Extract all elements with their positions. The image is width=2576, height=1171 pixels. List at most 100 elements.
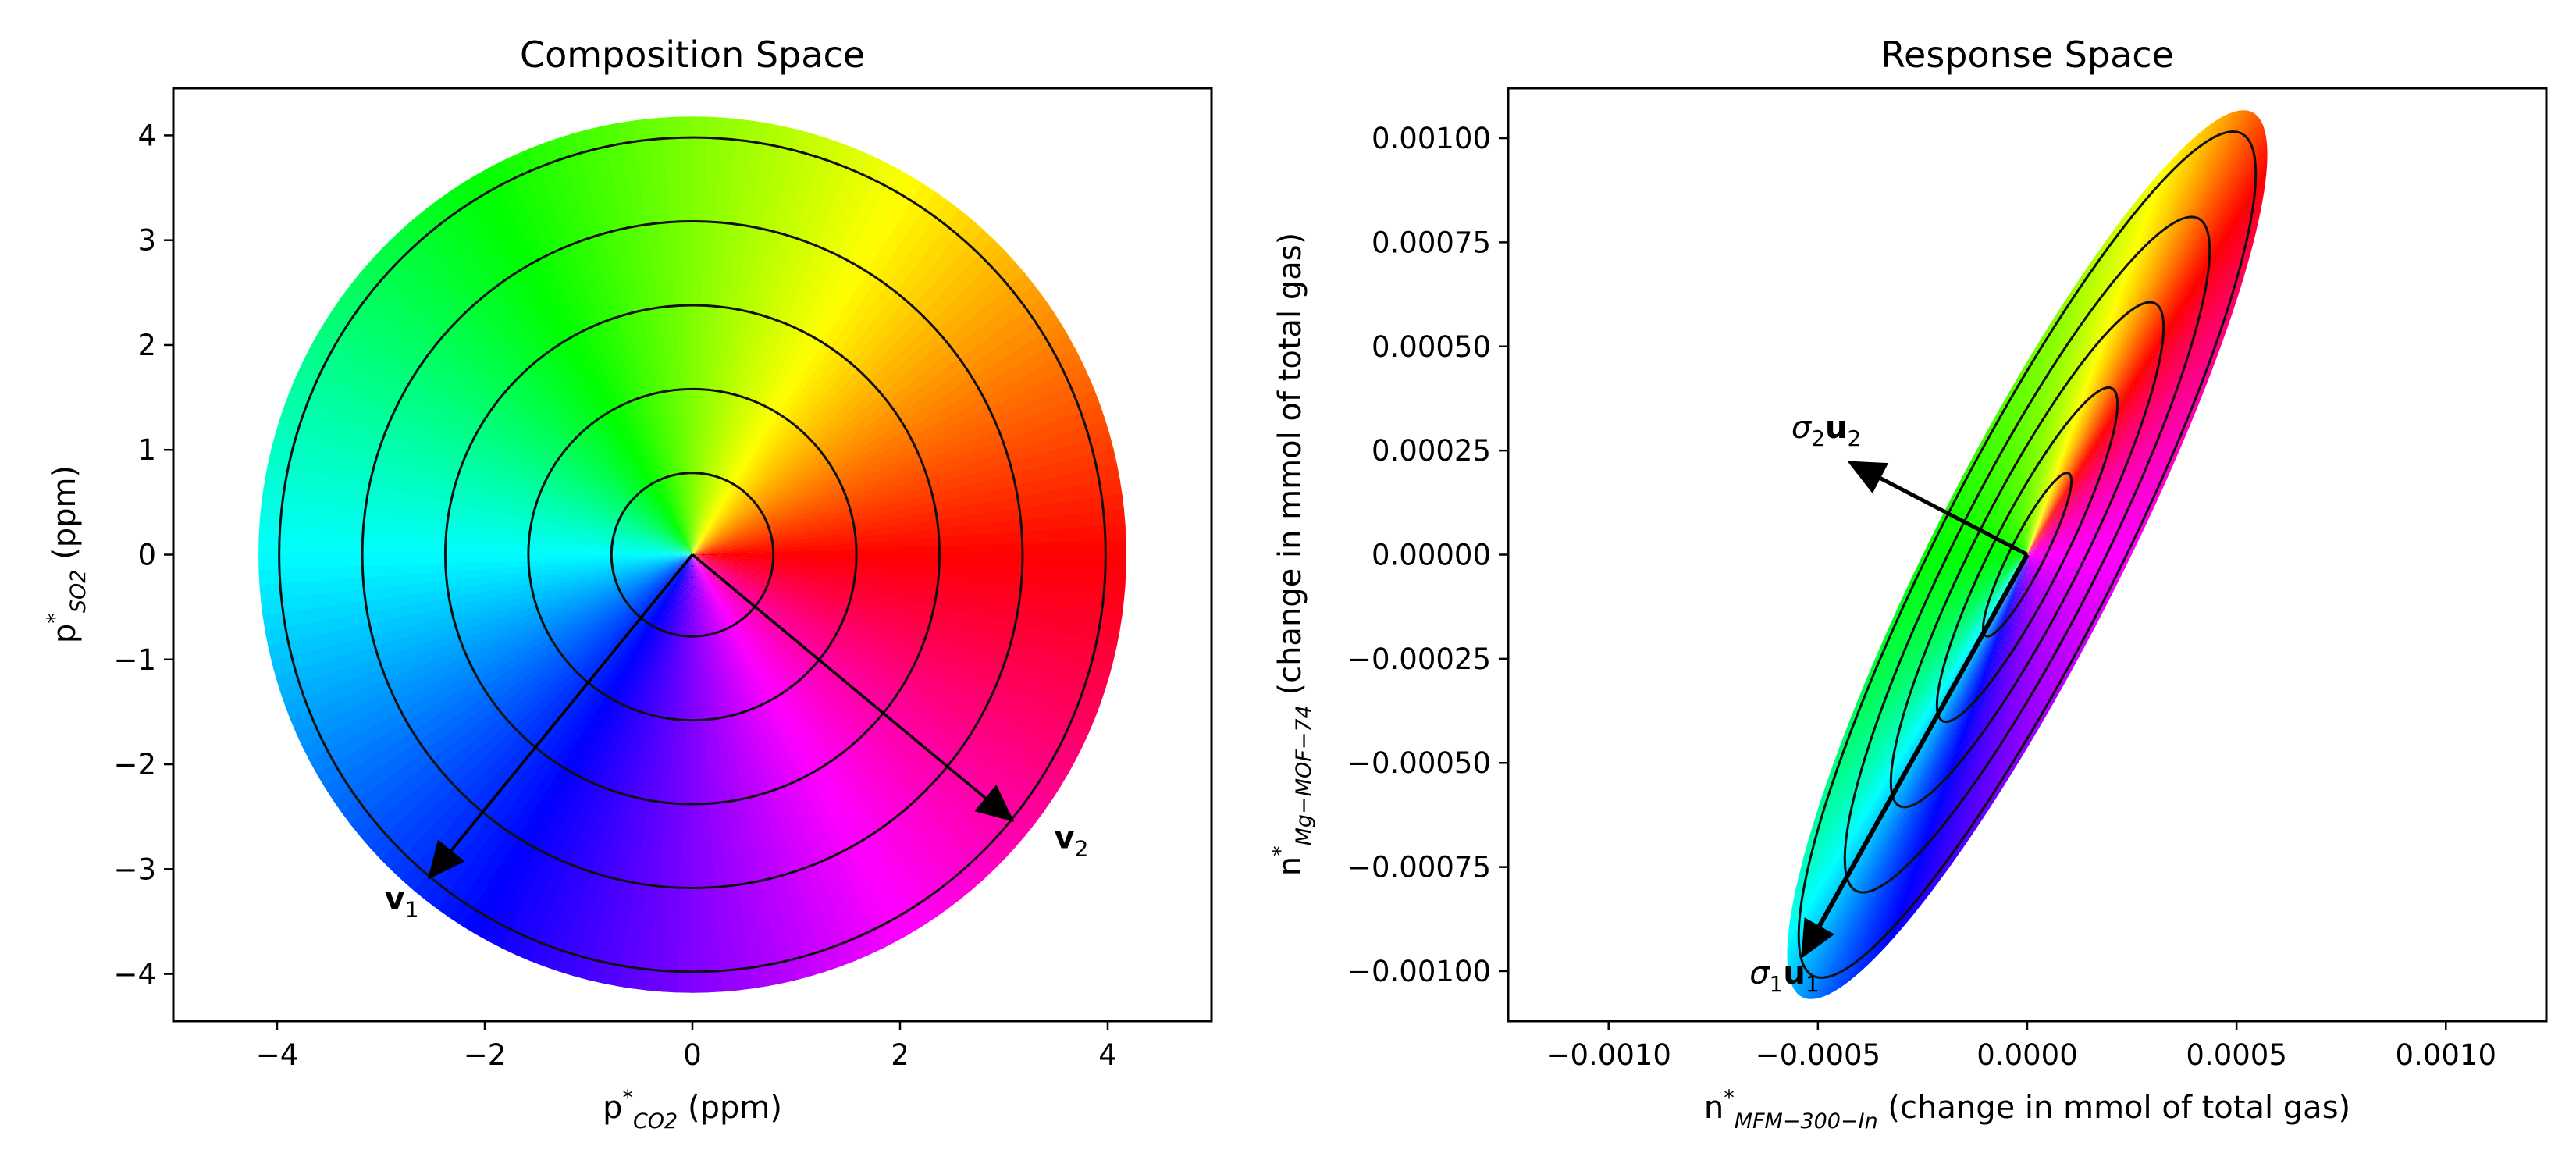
composition-plot-area bbox=[258, 116, 1126, 993]
composition-x-ticks: −4 −2 0 2 4 bbox=[256, 1021, 1117, 1072]
contour-ellipse bbox=[1797, 130, 2258, 979]
color-wedge bbox=[692, 238, 1005, 555]
color-wedge bbox=[2027, 130, 2266, 555]
color-wedge bbox=[1812, 554, 2027, 999]
color-wedge bbox=[692, 554, 1114, 676]
color-wedge bbox=[2027, 110, 2239, 555]
composition-title: Composition Space bbox=[520, 34, 865, 76]
color-wedge bbox=[2008, 378, 2027, 555]
contour-ellipse bbox=[1981, 472, 2073, 638]
response-panel: Response Space −0.0010 −0.0005 0.0000 0.000… bbox=[1268, 34, 2548, 1134]
composition-x-label: p*CO2 (ppm) bbox=[603, 1086, 782, 1134]
color-wedge bbox=[1880, 554, 2027, 952]
color-wedge bbox=[2027, 198, 2139, 555]
color-wedge bbox=[1959, 467, 2027, 555]
contour-ellipse bbox=[1889, 301, 2165, 809]
color-wedge bbox=[2027, 111, 2253, 555]
color-wedge bbox=[1795, 554, 2027, 994]
color-wedge bbox=[602, 554, 692, 987]
response-plot-area bbox=[1787, 110, 2268, 999]
x-tick-label: −0.0005 bbox=[1756, 1038, 1880, 1072]
color-wedge bbox=[1802, 554, 2027, 998]
color-wedge bbox=[692, 554, 1126, 601]
composition-contours bbox=[278, 136, 1107, 973]
color-wedge bbox=[692, 554, 827, 977]
color-wedge bbox=[401, 219, 692, 555]
color-wedge bbox=[1799, 554, 2027, 998]
response-vectors bbox=[1801, 461, 2030, 959]
y-tick-label: 0.00100 bbox=[1372, 122, 1491, 155]
vector-v1-shaft bbox=[450, 553, 694, 852]
color-wedge bbox=[2027, 554, 2104, 628]
vector-v1-head bbox=[427, 839, 465, 880]
color-wedge bbox=[2027, 112, 2255, 555]
color-wedge bbox=[1888, 554, 2027, 945]
color-wedge bbox=[390, 229, 692, 555]
color-wedge bbox=[2027, 554, 2055, 717]
color-wedge bbox=[2027, 122, 2264, 555]
color-wedge bbox=[2027, 116, 2260, 555]
color-wedge bbox=[2027, 120, 2215, 555]
response-y-label: n*Mg−MOF−74 (change in mmol of total gas… bbox=[1268, 233, 1316, 876]
contour-ellipse bbox=[1843, 215, 2211, 894]
color-wedge bbox=[692, 554, 1110, 690]
response-title: Response Space bbox=[1880, 34, 2174, 76]
color-wedge bbox=[2027, 554, 2096, 642]
color-wedge bbox=[258, 539, 692, 556]
color-wedge bbox=[692, 554, 1005, 870]
y-tick-label: 1 bbox=[137, 433, 156, 467]
color-wedge bbox=[1923, 554, 2027, 902]
color-wedge bbox=[1856, 554, 2027, 977]
color-wedge bbox=[2027, 554, 2112, 612]
color-wedge bbox=[692, 133, 827, 555]
color-wedge bbox=[2027, 140, 2268, 555]
y-tick-label: 2 bbox=[137, 329, 156, 362]
color-wedge bbox=[692, 120, 768, 555]
color-wedge bbox=[1839, 554, 2027, 989]
color-wedge bbox=[2000, 392, 2027, 555]
color-wedge bbox=[571, 129, 692, 555]
y-tick-label: −1 bbox=[113, 643, 156, 677]
y-tick-label: 0.00000 bbox=[1372, 539, 1491, 572]
color-wedge bbox=[692, 554, 1026, 849]
vector-v1-label: v1 bbox=[385, 881, 419, 922]
color-wedge bbox=[557, 133, 692, 555]
vector-v2-shaft bbox=[691, 553, 987, 799]
vector-u2-label: σ2u2 bbox=[1791, 410, 1862, 451]
color-wedge bbox=[2027, 554, 2119, 596]
color-wedge bbox=[692, 119, 753, 555]
x-tick-label: −4 bbox=[256, 1038, 299, 1072]
color-wedge bbox=[2027, 180, 2154, 555]
color-wedge bbox=[1808, 554, 2027, 999]
color-wedge bbox=[692, 432, 1114, 555]
x-tick-label: 0.0005 bbox=[2186, 1038, 2286, 1072]
color-wedge bbox=[2027, 138, 2194, 555]
color-wedge bbox=[1861, 554, 2027, 971]
color-wedge bbox=[2027, 133, 2199, 555]
color-wedge bbox=[1930, 554, 2027, 892]
color-wedge bbox=[259, 508, 693, 555]
color-wedge bbox=[692, 249, 1016, 555]
color-wedge bbox=[2027, 115, 2226, 555]
color-wedge bbox=[2027, 189, 2146, 555]
color-wedge bbox=[2027, 150, 2181, 555]
color-wedge bbox=[572, 554, 692, 981]
color-wedge bbox=[2027, 227, 2116, 555]
contour-circle bbox=[527, 387, 858, 722]
color-wedge bbox=[1970, 554, 2027, 837]
y-tick-label: −4 bbox=[113, 958, 156, 991]
color-wedge bbox=[262, 479, 692, 555]
vector-v2-label: v2 bbox=[1054, 820, 1088, 861]
color-wedge bbox=[2027, 164, 2167, 555]
color-wedge bbox=[692, 126, 798, 555]
contour-ellipse bbox=[1935, 386, 2119, 724]
color-wedge bbox=[692, 553, 1126, 571]
vector-u1-head bbox=[1801, 917, 1834, 959]
color-wedge bbox=[2027, 554, 2047, 731]
y-tick-label: −0.00100 bbox=[1347, 955, 1491, 988]
color-wedge bbox=[2027, 110, 2250, 555]
color-wedge bbox=[2012, 554, 2027, 773]
color-wedge bbox=[1820, 554, 2027, 998]
color-wedge bbox=[2027, 272, 2084, 555]
color-wedge bbox=[1946, 554, 2027, 871]
